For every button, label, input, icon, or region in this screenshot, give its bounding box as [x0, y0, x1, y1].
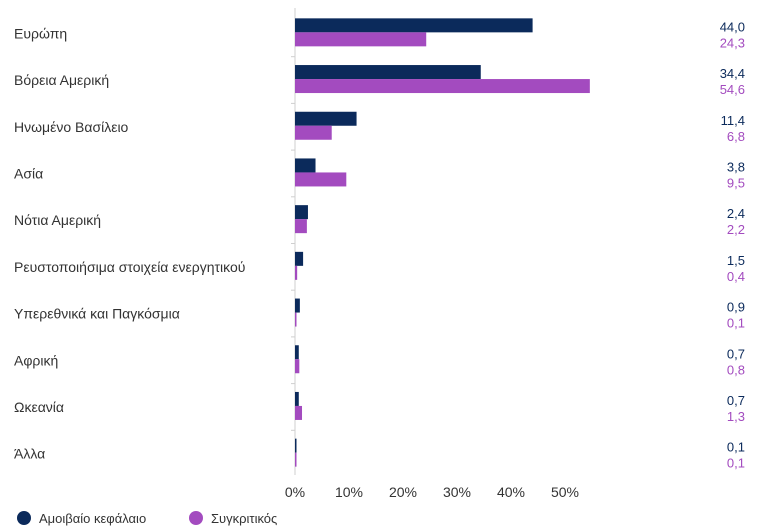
value-label-benchmark: 54,6	[720, 82, 745, 97]
bar-benchmark	[295, 79, 590, 94]
value-label-fund: 2,4	[727, 206, 745, 221]
bar-fund	[295, 251, 304, 266]
bar-fund	[295, 205, 308, 220]
bar-fund	[295, 158, 316, 173]
value-label-benchmark: 0,1	[727, 456, 745, 471]
bar-benchmark	[295, 32, 427, 47]
legend-marker	[189, 511, 203, 525]
value-label-benchmark: 9,5	[727, 175, 745, 190]
value-label-benchmark: 0,1	[727, 316, 745, 331]
legend: Αμοιβαίο κεφάλαιο Συγκριτικός	[17, 511, 277, 526]
bar-fund	[295, 65, 481, 80]
value-label-fund: 34,4	[720, 66, 745, 81]
category-label: Ευρώπη	[14, 25, 67, 41]
legend-label: Αμοιβαίο κεφάλαιο	[39, 511, 146, 526]
value-labels: 44,024,334,454,611,46,83,89,52,42,21,50,…	[720, 19, 745, 470]
bar-benchmark	[295, 219, 307, 234]
category-label: Ωκεανία	[14, 399, 64, 415]
x-tick-label: 10%	[335, 484, 363, 500]
x-tick-labels: 0% 10% 20% 30% 40% 50%	[285, 484, 579, 500]
bar-benchmark	[295, 405, 303, 420]
bar-fund	[295, 111, 357, 126]
category-label: Άλλα	[14, 446, 45, 462]
bar-fund	[295, 438, 297, 453]
value-label-benchmark: 0,4	[727, 269, 745, 284]
x-tick-label: 30%	[443, 484, 471, 500]
bar-benchmark	[295, 125, 332, 140]
value-label-fund: 0,1	[727, 440, 745, 455]
value-label-fund: 3,8	[727, 159, 745, 174]
x-tick-label: 50%	[551, 484, 579, 500]
legend-marker	[17, 511, 31, 525]
value-label-benchmark: 2,2	[727, 222, 745, 237]
bar-fund	[295, 18, 533, 33]
category-label: Ασία	[14, 165, 43, 181]
category-label: Υπερεθνικά και Παγκόσμια	[14, 306, 180, 322]
category-label: Ηνωμένο Βασίλειο	[14, 119, 129, 135]
value-label-fund: 44,0	[720, 19, 745, 34]
bar-fund	[295, 391, 299, 406]
bar-benchmark	[295, 359, 300, 374]
bars-layer	[295, 18, 590, 467]
bar-benchmark	[295, 265, 298, 280]
value-label-fund: 11,4	[721, 113, 745, 128]
value-label-benchmark: 24,3	[720, 35, 745, 50]
bar-benchmark	[295, 312, 297, 327]
category-label: Ρευστοποιήσιμα στοιχεία ενεργητικού	[14, 259, 245, 275]
x-tick-label: 0%	[285, 484, 305, 500]
axis-layer	[291, 8, 296, 475]
x-tick-label: 40%	[497, 484, 525, 500]
category-label: Αφρική	[14, 352, 58, 368]
legend-label: Συγκριτικός	[211, 511, 277, 526]
bar-benchmark	[295, 172, 347, 187]
bar-fund	[295, 345, 299, 360]
x-tick-label: 20%	[389, 484, 417, 500]
value-label-fund: 0,7	[727, 393, 745, 408]
category-label: Βόρεια Αμερική	[14, 72, 109, 88]
value-label-fund: 0,7	[727, 346, 745, 361]
category-label: Νότια Αμερική	[14, 212, 101, 228]
bar-benchmark	[295, 452, 297, 467]
value-label-fund: 0,9	[727, 300, 745, 315]
value-label-benchmark: 0,8	[727, 362, 745, 377]
bar-fund	[295, 298, 300, 313]
value-label-benchmark: 1,3	[727, 409, 745, 424]
value-label-benchmark: 6,8	[727, 129, 745, 144]
value-label-fund: 1,5	[727, 253, 745, 268]
category-labels: Ευρώπη Βόρεια Αμερική Ηνωμένο Βασίλειο Ασία…	[14, 25, 245, 461]
